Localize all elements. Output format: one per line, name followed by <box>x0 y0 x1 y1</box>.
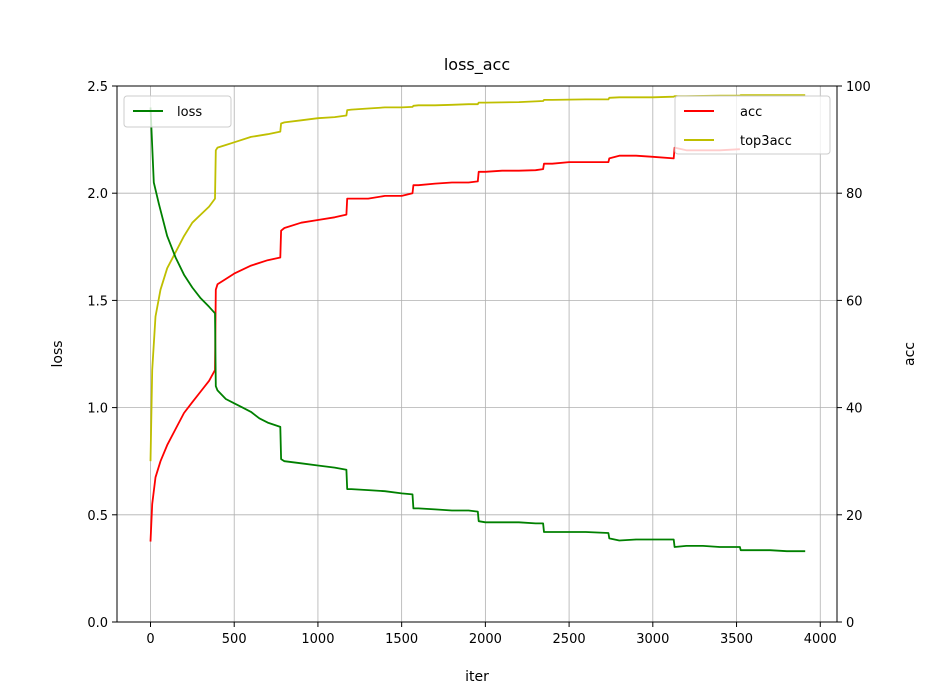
y-right-tick-label: 60 <box>846 294 863 309</box>
x-tick-label: 0 <box>146 632 154 647</box>
y-left-tick-label: 2.0 <box>87 187 108 202</box>
x-tick-label: 2500 <box>553 632 586 647</box>
x-tick-label: 3500 <box>720 632 753 647</box>
x-tick-label: 500 <box>222 632 247 647</box>
y-left-tick-label: 0.5 <box>87 509 108 524</box>
y-left-tick-label: 0.0 <box>87 616 108 631</box>
legend-loss-box <box>123 95 232 128</box>
legend-acc: acc top3acc <box>674 95 831 155</box>
x-tick-label: 3000 <box>636 632 669 647</box>
y-right-tick-label: 80 <box>846 187 863 202</box>
legend-loss-label: loss <box>177 105 202 120</box>
x-tick-label: 1000 <box>301 632 334 647</box>
series-line-top3acc <box>149 94 806 462</box>
x-axis: 0 500 1000 1500 2000 2500 3000 3500 4000 <box>146 622 837 647</box>
series-line-loss <box>149 107 806 553</box>
y-axis-right-title: acc <box>902 342 918 366</box>
y-left-tick-label: 1.0 <box>87 402 108 417</box>
x-axis-title: iter <box>465 669 489 685</box>
x-tick-label: 1500 <box>385 632 418 647</box>
series-line-acc <box>149 146 740 542</box>
x-tick-label: 4000 <box>804 632 837 647</box>
y-axis-left: 0.0 0.5 1.0 1.5 2.0 2.5 <box>87 80 117 631</box>
chart-title: loss_acc <box>444 55 510 75</box>
y-axis-left-title: loss <box>50 340 66 367</box>
y-right-tick-label: 40 <box>846 402 863 417</box>
legend-acc-label: acc <box>740 105 762 120</box>
y-right-tick-label: 20 <box>846 509 863 524</box>
legend-top3acc-label: top3acc <box>740 134 792 149</box>
plot-frame <box>116 85 838 623</box>
series-layer <box>149 94 806 553</box>
y-right-tick-label: 0 <box>846 616 854 631</box>
y-left-tick-label: 2.5 <box>87 80 108 95</box>
x-tick-label: 2000 <box>469 632 502 647</box>
y-right-tick-label: 100 <box>846 80 871 95</box>
legend-loss: loss <box>123 95 232 128</box>
y-left-tick-label: 1.5 <box>87 294 108 309</box>
y-axis-right: 0 20 40 60 80 100 <box>837 80 871 631</box>
